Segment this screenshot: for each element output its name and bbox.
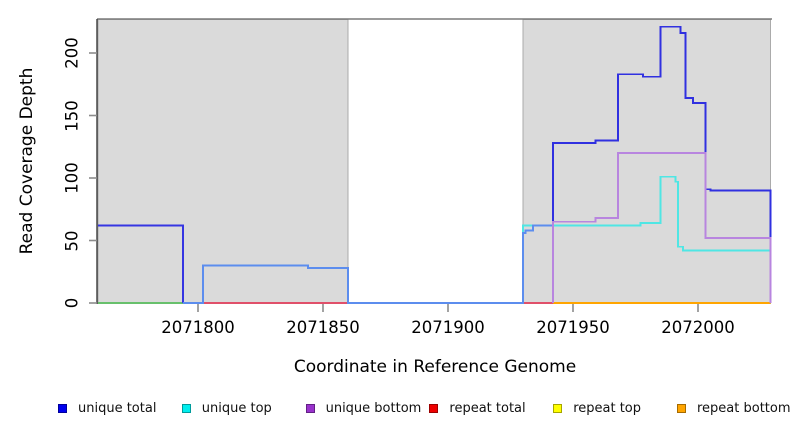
legend-swatch-icon <box>181 403 191 413</box>
x-tick-label: 2071950 <box>536 318 610 337</box>
unique-top-line <box>522 175 772 303</box>
y-tick-label: 0 <box>62 297 82 309</box>
unique-total-mid-line <box>183 224 553 304</box>
legend-swatch-icon <box>429 403 439 413</box>
y-axis-title: Read Coverage Depth <box>17 67 37 255</box>
x-tick-label: 2071850 <box>286 318 360 337</box>
legend-item: repeat total <box>429 400 526 416</box>
legend-label: repeat top <box>573 400 641 416</box>
legend-label: repeat total <box>449 400 526 416</box>
legend-swatch-icon <box>58 403 67 413</box>
legend-label: repeat bottom <box>697 400 791 416</box>
covered-region-right <box>522 19 771 304</box>
x-tick-label: 2071900 <box>411 318 485 337</box>
y-tick-label: 100 <box>62 162 82 194</box>
x-axis-title: Coordinate in Reference Genome <box>293 357 577 377</box>
covered-region-left <box>97 19 349 304</box>
legend-item: repeat bottom <box>677 400 791 416</box>
legend-swatch-icon <box>305 403 315 413</box>
unique-bottom-line <box>552 152 772 303</box>
y-tick-label: 50 <box>62 230 82 251</box>
legend-label: unique top <box>201 400 272 416</box>
legend-label: unique bottom <box>325 400 422 416</box>
legend-item: unique total <box>58 400 157 416</box>
unique-total-left-line <box>98 224 184 303</box>
legend-swatch-icon <box>553 403 563 413</box>
legend-item: unique bottom <box>305 400 422 416</box>
x-tick-label: 2071800 <box>161 318 235 337</box>
legend-item: unique top <box>181 400 272 416</box>
y-tick-label: 200 <box>62 37 82 69</box>
legend-label: unique total <box>78 400 157 416</box>
x-tick-label: 2072000 <box>661 318 735 337</box>
unique-total-right-line <box>552 25 772 253</box>
legend-item: repeat top <box>553 400 641 416</box>
y-tick-label: 150 <box>62 99 82 132</box>
legend-swatch-icon <box>677 403 686 413</box>
